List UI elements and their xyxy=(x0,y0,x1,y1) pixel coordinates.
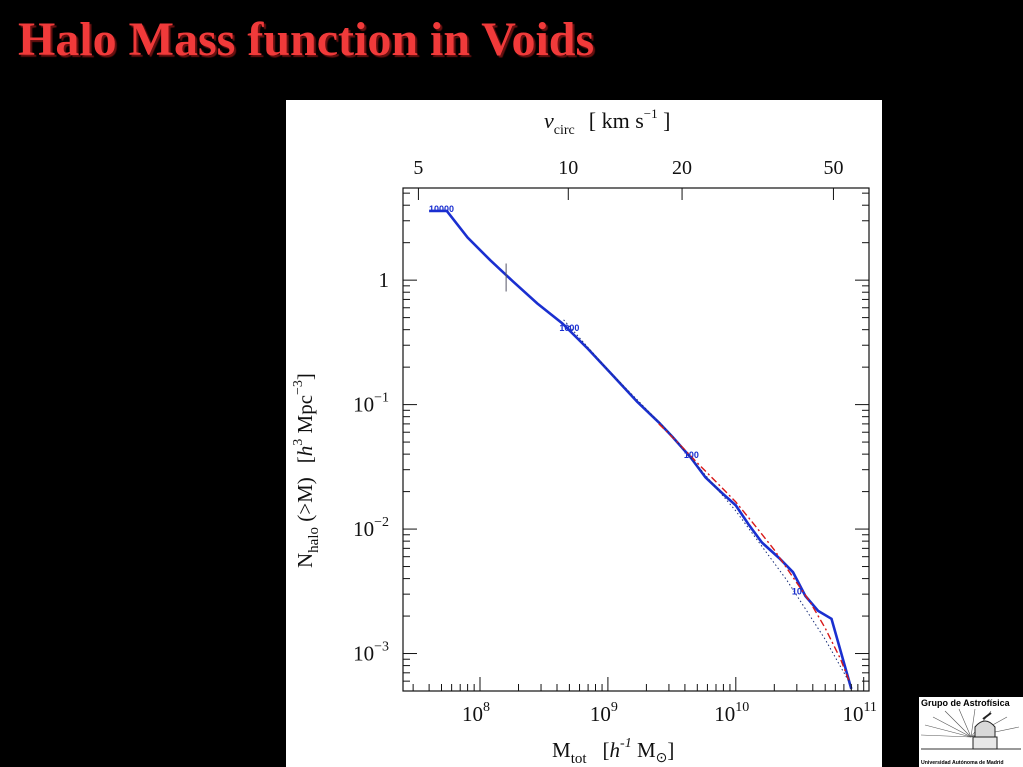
top-tick-label: 5 xyxy=(413,157,423,179)
y-tick-label: 10−2 xyxy=(353,515,389,541)
top-tick-label: 20 xyxy=(672,157,692,179)
top-axis-sub: circ xyxy=(554,123,575,138)
x-tick-label: 108 xyxy=(462,700,490,726)
top-axis-unit: [ km s xyxy=(589,108,644,133)
y-tick-base: 10 xyxy=(353,517,374,541)
x-tick-base: 10 xyxy=(842,702,863,726)
x-tick-exp: 8 xyxy=(483,700,490,715)
x-axis-unit-m: M xyxy=(632,738,656,762)
series-line-dotted xyxy=(563,319,852,687)
y-axis-main: N xyxy=(293,553,317,568)
x-axis-unit-close: ] xyxy=(667,738,674,762)
x-tick-label: 109 xyxy=(590,700,618,726)
x-tick-exp: 11 xyxy=(863,700,876,715)
top-axis-unit-end: ] xyxy=(658,108,671,133)
y-axis-unit-close: ] xyxy=(293,373,317,380)
x-tick-label: 1011 xyxy=(842,700,876,726)
y-axis-unit-exp1: 3 xyxy=(291,439,306,446)
y-tick-base: 1 xyxy=(379,268,390,292)
y-axis-unit-mid: Mpc xyxy=(293,395,317,439)
x-axis-sub: tot xyxy=(571,751,588,767)
y-tick-exp: −2 xyxy=(374,515,389,530)
x-tick-base: 10 xyxy=(590,702,611,726)
top-tick-label: 50 xyxy=(823,157,843,179)
x-axis-title: Mtot [h-1 M⊙] xyxy=(552,736,674,767)
x-axis-unit-exp: -1 xyxy=(620,736,632,751)
y-tick-exp: −1 xyxy=(374,391,389,406)
series-line-dashdot xyxy=(658,423,851,684)
y-tick-exp: −3 xyxy=(374,640,389,655)
y-tick-label: 10−3 xyxy=(353,640,389,666)
count-annotation: 1000 xyxy=(559,323,579,333)
chart-panel: 10000 1000 100 10 5 10 20 50 108 109 1010 1011 1 10−… xyxy=(286,100,882,767)
count-annotation: 100 xyxy=(684,450,699,460)
x-tick-exp: 10 xyxy=(735,700,749,715)
y-axis-title: Nhalo (>M) [h3 Mpc−3] xyxy=(291,373,322,568)
y-axis-unit-h: h xyxy=(293,446,317,457)
count-annotation: 10 xyxy=(792,587,802,597)
group-logo: Grupo de Astrofísica Universidad Autónom… xyxy=(919,697,1023,767)
x-axis-unit-h: h xyxy=(610,738,621,762)
logo-text-top: Grupo de Astrofísica xyxy=(921,698,1010,708)
y-axis-unit-open: [ xyxy=(293,456,317,463)
y-axis-sub: halo xyxy=(306,527,322,553)
x-axis-unit-open: [ xyxy=(603,738,610,762)
x-tick-base: 10 xyxy=(714,702,735,726)
top-axis-title: vcirc [ km s−1 ] xyxy=(544,106,670,138)
plot-frame xyxy=(402,187,870,692)
top-axis-unit-exp: −1 xyxy=(644,106,658,121)
x-axis-unit-sun: ⊙ xyxy=(656,751,668,766)
observatory-icon xyxy=(920,708,1021,750)
y-axis-unit-exp2: −3 xyxy=(291,380,306,395)
y-tick-label: 10−1 xyxy=(353,391,389,417)
x-tick-base: 10 xyxy=(462,702,483,726)
count-annotation: 10000 xyxy=(429,204,454,214)
top-axis-v: v xyxy=(544,108,554,133)
top-tick-label: 10 xyxy=(558,157,578,179)
y-tick-base: 10 xyxy=(353,642,374,666)
slide-title: Halo Mass function in Voids xyxy=(18,13,595,66)
series-line-solid xyxy=(429,209,853,690)
y-tick-label: 1 xyxy=(379,268,390,292)
logo-text-bottom: Universidad Autónoma de Madrid xyxy=(921,760,1004,766)
x-tick-exp: 9 xyxy=(611,700,618,715)
x-tick-label: 1010 xyxy=(714,700,749,726)
y-axis-cond: (>M) xyxy=(293,477,317,527)
y-tick-base: 10 xyxy=(353,393,374,417)
x-axis-main: M xyxy=(552,738,571,762)
